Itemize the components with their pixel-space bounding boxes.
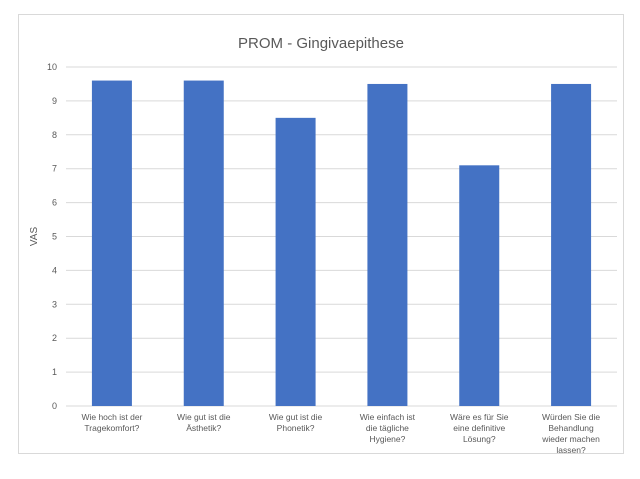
x-category-label: Wie einfach ist die tägliche Hygiene? <box>360 412 416 444</box>
y-tick-label: 6 <box>52 198 57 208</box>
y-tick-label: 7 <box>52 164 57 174</box>
y-tick-label: 1 <box>52 367 57 377</box>
x-category-label: Wie gut ist die Phonetik? <box>269 412 323 433</box>
chart-frame: PROM - Gingivaepithese 0 1 2 3 4 5 6 7 8 9 10 Wie … <box>18 14 624 455</box>
bar-2 <box>183 80 224 406</box>
y-tick-label: 8 <box>52 130 57 140</box>
y-tick-label: 2 <box>52 333 57 343</box>
y-axis-label: VAS <box>29 227 40 247</box>
y-tick-label: 5 <box>52 232 57 242</box>
y-tick-label: 9 <box>52 96 57 106</box>
chart-title: PROM - Gingivaepithese <box>238 35 404 52</box>
bar-1 <box>91 80 132 406</box>
x-category-label: Wie gut ist die Ästhetik? <box>177 412 231 433</box>
bar-5 <box>459 165 500 406</box>
bar-6 <box>551 83 592 406</box>
bar-4 <box>367 83 408 406</box>
y-tick-label: 3 <box>52 299 57 309</box>
x-category-label: Wäre es für Sie eine definitive Lösung? <box>450 412 509 444</box>
bar-chart: 0 1 2 3 4 5 6 7 8 9 10 Wie hoch ist der Tragekomfor… <box>29 62 617 455</box>
bar-3 <box>275 117 316 406</box>
x-category-label: Wie hoch ist der Tragekomfort? <box>81 412 142 433</box>
y-tick-label: 10 <box>47 62 57 72</box>
y-tick-label: 0 <box>52 401 57 411</box>
y-tick-label: 4 <box>52 265 57 275</box>
x-category-label: Würden Sie die Behandlung wieder machen las… <box>541 412 600 455</box>
